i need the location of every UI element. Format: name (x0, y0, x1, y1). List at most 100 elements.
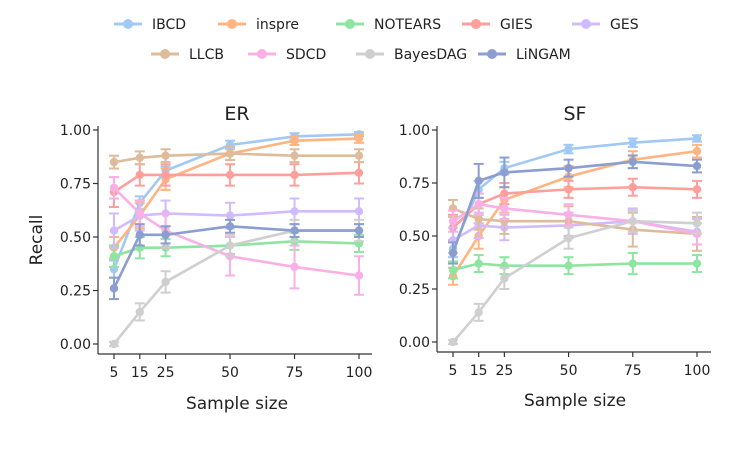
series-line-bayesdag (452, 219, 698, 343)
data-point (448, 216, 458, 226)
y-tick-label: 0.75 (60, 177, 91, 193)
y-tick-label: 0.75 (399, 176, 430, 192)
data-point (628, 157, 637, 166)
data-point (564, 185, 573, 194)
data-point (161, 151, 170, 160)
legend-entry-gies: GIES (462, 17, 533, 33)
data-point (474, 308, 483, 317)
sf-panel-title: SF (564, 103, 587, 125)
data-point (290, 151, 299, 160)
data-point (161, 277, 170, 287)
y-tick-label: 0.00 (399, 335, 430, 351)
series-bayesdag (448, 209, 702, 347)
data-point (354, 151, 364, 160)
legend-swatch-marker (365, 49, 375, 59)
legend-swatch-marker (227, 19, 237, 29)
legend-swatch-marker (471, 19, 481, 29)
legend-entry-inspre: inspre (218, 17, 299, 33)
data-point (500, 168, 509, 177)
legend-entry-llcb: LLCB (151, 47, 224, 63)
series-line-notears (113, 239, 360, 258)
x-tick-label: 25 (495, 363, 513, 379)
legend-swatch-marker (257, 49, 267, 59)
y-tick-label: 1.00 (60, 123, 91, 139)
legend-label: inspre (256, 17, 299, 33)
series-gies (109, 161, 364, 209)
legend-label: LLCB (189, 47, 224, 63)
x-tick-label: 5 (449, 363, 458, 379)
data-point (692, 161, 702, 171)
data-point (225, 222, 235, 231)
data-point (564, 210, 573, 219)
data-point (474, 214, 483, 224)
data-point (692, 259, 702, 268)
x-tick-label: 75 (624, 363, 642, 379)
series-line-inspre (451, 149, 698, 277)
data-point (161, 230, 170, 240)
series-line-gies (113, 171, 360, 194)
legend-entry-bayesdag: BayesDAG (356, 47, 467, 63)
data-point (109, 226, 119, 235)
series-line-sdcd (113, 186, 360, 277)
sf-plot-area: 0.00 0.25 0.50 0.75 1.00 5 15 25 50 75 100 (399, 123, 711, 379)
data-point (500, 274, 509, 283)
er-panel-title: ER (224, 103, 249, 125)
x-tick-label: 50 (560, 363, 578, 379)
x-tick-label: 5 (110, 365, 119, 381)
legend-label: IBCD (152, 17, 186, 33)
data-point (290, 170, 299, 180)
series-lingam (109, 218, 364, 301)
series-line-sdcd (452, 202, 698, 236)
data-point (692, 185, 702, 194)
series-line-ibcd (112, 132, 360, 270)
legend-swatch-marker (581, 19, 591, 29)
x-tick-label: 15 (131, 365, 149, 381)
data-point (354, 134, 364, 143)
data-point (135, 307, 144, 317)
data-point (290, 136, 299, 145)
data-point (628, 138, 637, 147)
series-llcb (109, 146, 364, 170)
data-point (135, 170, 144, 180)
legend-swatch-marker (487, 49, 497, 59)
legend-label: BayesDAG (394, 47, 467, 63)
legend-label: LiNGAM (516, 47, 571, 63)
series-notears (109, 231, 364, 268)
series-line-lingam (451, 160, 698, 254)
legend-entry-lingam: LiNGAM (478, 47, 571, 63)
x-tick-label: 100 (684, 363, 711, 379)
data-point (290, 262, 299, 272)
legend-entry-ges: GES (572, 17, 639, 33)
series-line-inspre (112, 137, 360, 249)
data-point (225, 170, 235, 180)
series-line-lingam (112, 225, 359, 289)
series-line-ibcd (451, 137, 698, 250)
data-point (628, 183, 637, 192)
data-point (109, 183, 119, 192)
data-point (564, 144, 573, 154)
data-point (628, 259, 637, 268)
data-point (474, 176, 483, 186)
data-point (474, 200, 483, 209)
data-point (564, 163, 573, 173)
series-bayesdag (109, 218, 364, 349)
y-tick-label: 0.00 (60, 337, 91, 353)
y-axis-label: Recall (27, 215, 47, 266)
data-point (225, 149, 235, 158)
x-tick-label: 50 (221, 365, 239, 381)
data-point (500, 204, 509, 213)
data-point (354, 271, 364, 280)
x-tick-label: 25 (157, 365, 175, 381)
data-point (692, 147, 702, 156)
series-ibcd (448, 134, 702, 259)
series-line-notears (452, 262, 697, 272)
er-x-axis-label: Sample size (186, 394, 288, 414)
er-plot-area: 0.00 0.25 0.50 0.75 1.00 5 15 25 50 75 100 (60, 123, 373, 381)
data-point (354, 207, 364, 216)
y-tick-label: 0.25 (399, 282, 430, 298)
data-point (448, 248, 458, 258)
legend-label: SDCD (286, 47, 326, 63)
legend-label: GES (610, 17, 639, 33)
data-point (225, 211, 235, 220)
